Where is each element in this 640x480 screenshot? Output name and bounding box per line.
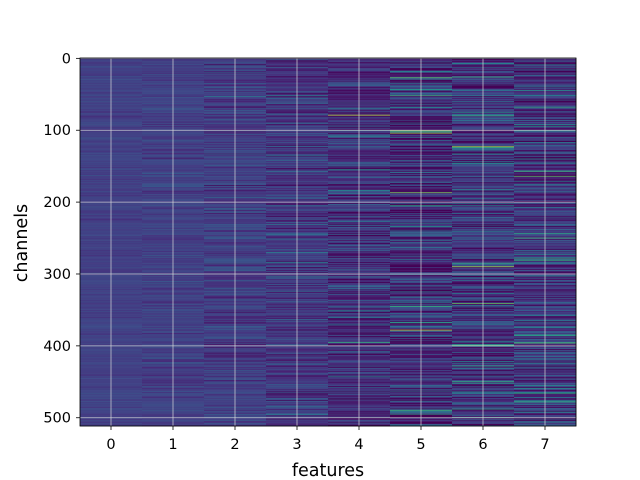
y-tick-label: 0 xyxy=(62,51,71,67)
x-tick-label: 6 xyxy=(478,437,487,453)
y-tick-label: 300 xyxy=(43,267,71,283)
x-tick-label: 4 xyxy=(354,437,363,453)
x-tick-label: 5 xyxy=(416,437,425,453)
x-tick-label: 7 xyxy=(540,437,549,453)
grid-lines xyxy=(80,57,576,426)
heatmap-cells xyxy=(80,58,577,427)
x-tick-label: 1 xyxy=(168,437,177,453)
x-tick-label: 3 xyxy=(292,437,301,453)
x-axis-label: features xyxy=(292,461,364,480)
y-axis-label: channels xyxy=(12,204,32,282)
y-tick-label: 400 xyxy=(43,339,71,355)
x-axis-ticks: 0 1 2 3 4 5 6 7 xyxy=(106,426,550,453)
y-axis-ticks: 0 100 200 300 400 500 xyxy=(43,51,80,427)
plot-frame xyxy=(79,57,577,427)
x-tick-label: 2 xyxy=(230,437,239,453)
y-tick-label: 200 xyxy=(43,195,71,211)
y-tick-label: 500 xyxy=(43,411,71,427)
x-tick-label: 0 xyxy=(106,437,115,453)
y-tick-label: 100 xyxy=(43,123,71,139)
